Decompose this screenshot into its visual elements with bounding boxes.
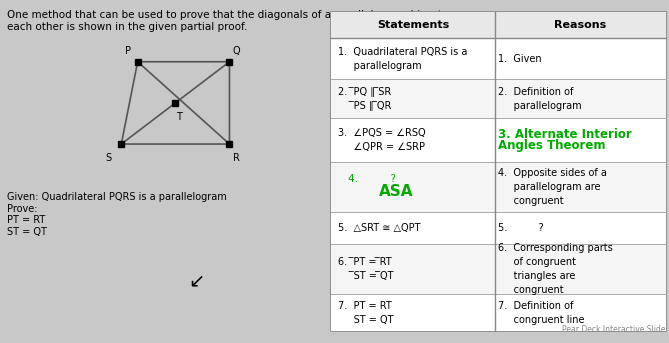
Text: 1.  Given: 1. Given <box>498 54 542 63</box>
Text: T: T <box>176 111 181 122</box>
Text: 3.  ∠PQS = ∠RSQ
     ∠QPR = ∠SRP: 3. ∠PQS = ∠RSQ ∠QPR = ∠SRP <box>338 128 425 152</box>
Bar <box>331 244 666 294</box>
Bar <box>331 38 666 79</box>
Text: 2.  Definition of
     parallelogram: 2. Definition of parallelogram <box>498 87 582 111</box>
Text: 2.  ̅PQ ∥ ̅SR
     ̅PS ∥ ̅QR: 2. ̅PQ ∥ ̅SR ̅PS ∥ ̅QR <box>338 87 391 111</box>
Bar <box>331 294 666 331</box>
Text: Q: Q <box>232 46 240 57</box>
Text: 5.          ?: 5. ? <box>498 223 544 233</box>
Text: 1.  Quadrilateral PQRS is a
     parallelogram: 1. Quadrilateral PQRS is a parallelogram <box>338 47 468 71</box>
Text: Pear Deck Interactive Slide: Pear Deck Interactive Slide <box>562 326 666 334</box>
Text: One method that can be used to prove that the diagonals of a parallelogram bisec: One method that can be used to prove tha… <box>7 10 442 32</box>
Bar <box>331 162 666 212</box>
Text: 7.  PT = RT
     ST = QT: 7. PT = RT ST = QT <box>338 301 393 325</box>
Text: 3. Alternate Interior: 3. Alternate Interior <box>498 128 632 141</box>
Text: 6.  ̅PT = ̅RT
     ̅ST = ̅QT: 6. ̅PT = ̅RT ̅ST = ̅QT <box>338 257 393 281</box>
Text: R: R <box>233 153 240 163</box>
Bar <box>331 79 666 118</box>
Text: Given: Quadrilateral PQRS is a parallelogram
Prove:
PT = RT
ST = QT: Given: Quadrilateral PQRS is a parallelo… <box>7 192 226 237</box>
Text: Reasons: Reasons <box>554 20 606 30</box>
Text: Statements: Statements <box>377 20 449 30</box>
Text: ↙: ↙ <box>189 272 205 291</box>
Text: Angles Theorem: Angles Theorem <box>498 139 606 152</box>
Text: 4.  Opposite sides of a
     parallelogram are
     congruent: 4. Opposite sides of a parallelogram are… <box>498 168 607 206</box>
Text: P: P <box>125 46 131 57</box>
Text: 5.  △SRT ≅ △QPT: 5. △SRT ≅ △QPT <box>338 223 421 233</box>
Text: ASA: ASA <box>379 184 413 199</box>
Text: 6.  Corresponding parts
     of congruent
     triangles are
     congruent: 6. Corresponding parts of congruent tria… <box>498 243 613 295</box>
Text: S: S <box>105 153 111 163</box>
Text: 7.  Definition of
     congruent line: 7. Definition of congruent line <box>498 301 585 325</box>
Bar <box>331 118 666 162</box>
Bar <box>331 12 666 38</box>
Bar <box>331 212 666 244</box>
Text: 4.          ?: 4. ? <box>348 174 396 184</box>
